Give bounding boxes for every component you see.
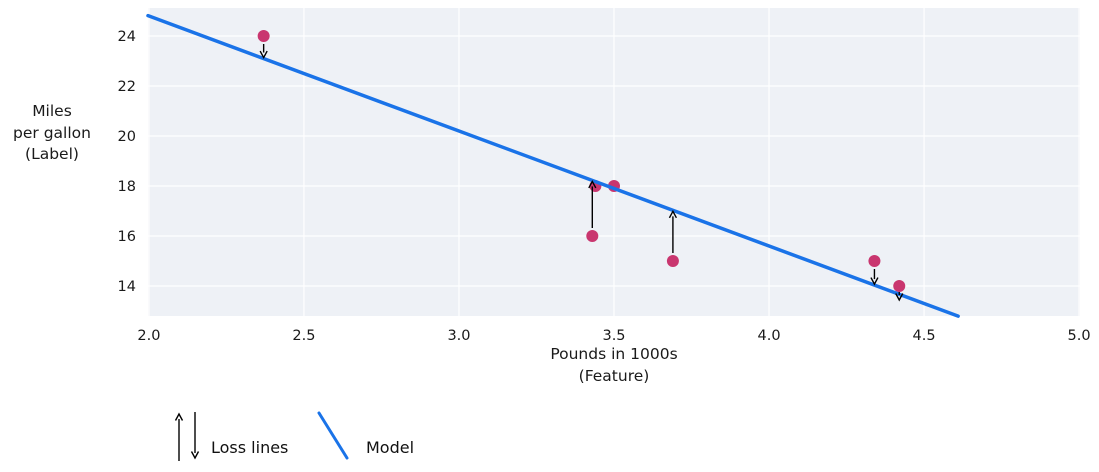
x-axis-title: Pounds in 1000s (Feature) — [464, 343, 764, 387]
data-point — [666, 255, 679, 267]
x-axis-title-line: (Feature) — [578, 367, 650, 385]
x-tick-label: 4.0 — [757, 328, 780, 344]
loss-arrow-down-head — [895, 293, 904, 302]
y-tick-label: 20 — [118, 129, 136, 145]
y-axis-title-line: Miles — [32, 102, 72, 120]
y-axis-title-line: per gallon — [13, 123, 91, 142]
x-tick-label: 3.0 — [447, 328, 470, 344]
x-tick-label: 5.0 — [1068, 328, 1091, 344]
x-tick-label: 2.5 — [292, 328, 315, 344]
legend-model-line — [317, 411, 349, 460]
data-point — [893, 280, 906, 292]
legend-down-arrow-head — [190, 451, 200, 460]
data-point — [586, 230, 599, 242]
loss-arrow-up-head — [588, 179, 597, 189]
loss-arrow-up-head — [668, 209, 678, 219]
data-point — [868, 255, 881, 267]
y-axis-title: Miles per gallon (Label) — [0, 101, 104, 166]
y-tick-label: 24 — [118, 29, 136, 45]
loss-arrow-down-head — [870, 277, 879, 286]
x-axis-title-line: Pounds in 1000s — [550, 345, 678, 363]
y-tick-label: 18 — [118, 179, 136, 195]
model-line — [146, 13, 960, 318]
x-tick-label: 3.5 — [602, 328, 625, 344]
y-axis-title-line: (Label) — [25, 145, 79, 163]
legend-label-loss-lines: Loss lines — [211, 438, 289, 457]
legend-up-arrow-head — [174, 412, 184, 421]
y-tick-label: 22 — [118, 79, 136, 95]
legend-label-model: Model — [366, 438, 415, 457]
data-point — [257, 30, 270, 42]
x-tick-label: 4.5 — [913, 328, 936, 344]
x-tick-label: 2.0 — [137, 328, 160, 344]
loss-arrow-down-head — [259, 50, 268, 60]
y-tick-label: 16 — [118, 229, 136, 245]
y-tick-label: 14 — [118, 279, 136, 295]
